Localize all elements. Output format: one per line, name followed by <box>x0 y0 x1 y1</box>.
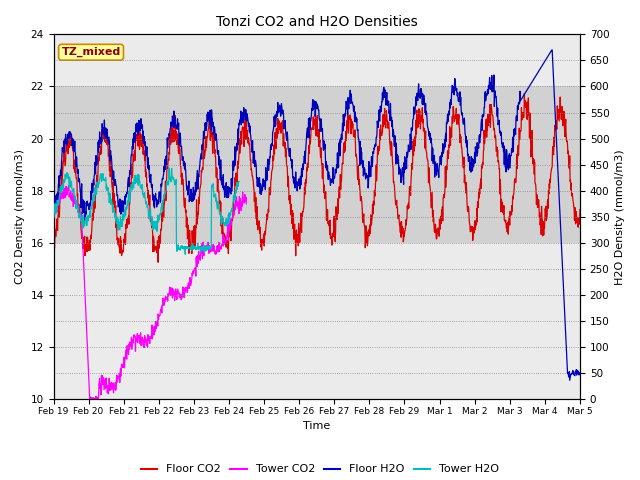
Y-axis label: CO2 Density (mmol/m3): CO2 Density (mmol/m3) <box>15 149 25 284</box>
X-axis label: Time: Time <box>303 421 330 432</box>
Y-axis label: H2O Density (mmol/m3): H2O Density (mmol/m3) <box>615 149 625 285</box>
Bar <box>54 86 580 243</box>
Title: Tonzi CO2 and H2O Densities: Tonzi CO2 and H2O Densities <box>216 15 418 29</box>
Text: TZ_mixed: TZ_mixed <box>61 47 121 58</box>
Legend: Floor CO2, Tower CO2, Floor H2O, Tower H2O: Floor CO2, Tower CO2, Floor H2O, Tower H… <box>136 460 504 479</box>
